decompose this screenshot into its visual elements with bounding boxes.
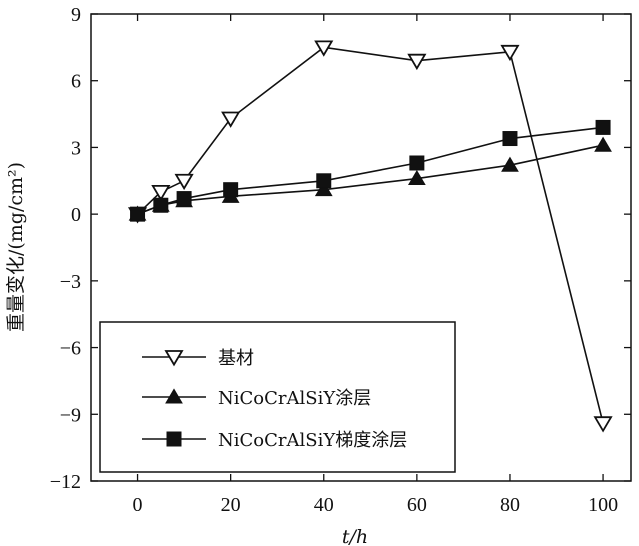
data-point xyxy=(130,206,146,222)
legend-marker xyxy=(166,431,182,447)
legend-label-substrate: 基材 xyxy=(218,348,254,369)
series-line xyxy=(137,144,604,215)
legend: 基材 NiCoCrAlSiY涂层 NiCoCrAlSiY梯度涂层 xyxy=(99,321,456,473)
data-point xyxy=(316,173,332,189)
data-point xyxy=(221,111,241,128)
plot-area-border xyxy=(90,13,632,482)
plot-frame xyxy=(90,13,632,482)
y-tick-label: 6 xyxy=(71,71,81,93)
legend-marker xyxy=(164,350,184,367)
y-tick-label: −6 xyxy=(60,338,81,360)
data-point xyxy=(593,416,613,433)
x-tick-label: 20 xyxy=(221,494,241,516)
x-axis-title: t/h xyxy=(342,526,368,546)
y-tick-label: 3 xyxy=(71,137,81,159)
x-tick-label: 40 xyxy=(314,494,334,516)
data-point xyxy=(174,173,194,191)
data-point xyxy=(501,156,519,172)
data-point xyxy=(407,169,426,186)
data-point xyxy=(223,182,239,198)
y-tick-label: −9 xyxy=(60,404,81,426)
legend-entry-0: 基材 xyxy=(142,348,254,369)
legend-swatch-substrate xyxy=(142,350,206,367)
x-axis-ticks: 0 20 40 60 80 100 xyxy=(133,14,618,516)
y-tick-label: −3 xyxy=(60,271,81,293)
legend-entry-1: NiCoCrAlSiY涂层 xyxy=(142,388,371,409)
data-point xyxy=(594,136,612,152)
y-tick-label: 9 xyxy=(71,4,81,26)
data-point xyxy=(500,44,520,62)
data-point xyxy=(314,40,334,57)
x-tick-label: 0 xyxy=(133,494,143,516)
legend-label-gradient-coating: NiCoCrAlSiY梯度涂层 xyxy=(218,430,407,451)
data-point xyxy=(176,191,192,207)
legend-swatch-gradient-coating xyxy=(142,431,206,447)
y-tick-label: −12 xyxy=(50,471,81,493)
legend-swatch-coating xyxy=(142,388,206,404)
series-layer xyxy=(127,40,613,433)
series-2 xyxy=(130,119,611,222)
x-tick-label: 100 xyxy=(588,494,618,516)
data-point xyxy=(407,53,427,71)
data-point xyxy=(314,181,333,197)
series-1 xyxy=(128,136,612,221)
legend-marker xyxy=(165,388,183,404)
x-tick-label: 60 xyxy=(407,494,427,516)
data-point xyxy=(151,185,171,202)
x-tick-label: 80 xyxy=(500,494,520,516)
y-tick-label: 0 xyxy=(71,204,81,226)
data-point xyxy=(409,155,425,171)
legend-label-coating: NiCoCrAlSiY涂层 xyxy=(218,388,371,409)
data-point xyxy=(153,197,169,213)
y-axis-ticks: 9 6 3 0 −3 −6 −9 −12 xyxy=(50,4,631,493)
y-axis-title: 重量变化/(mg/cm²) xyxy=(5,162,27,332)
data-point xyxy=(502,131,518,147)
series-line xyxy=(137,126,604,215)
data-point xyxy=(595,119,611,135)
legend-entry-2: NiCoCrAlSiY梯度涂层 xyxy=(142,430,407,451)
